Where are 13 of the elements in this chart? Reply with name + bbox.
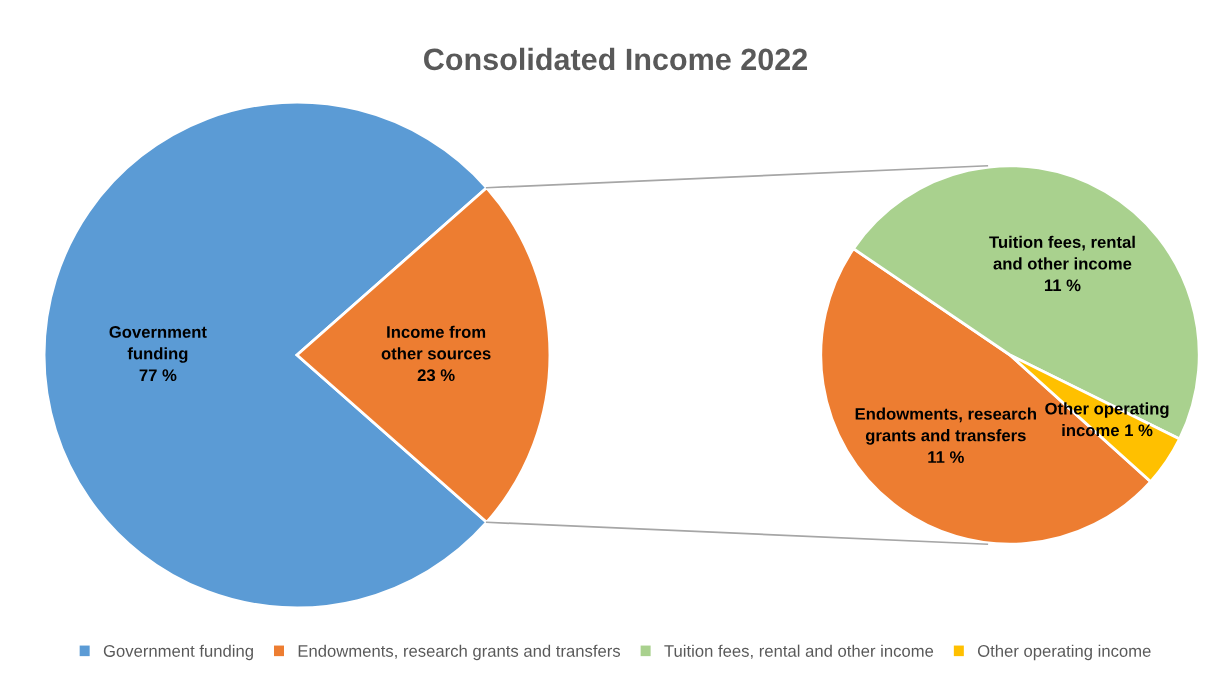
- text: Consolidated Income 2022: [424, 47, 808, 71]
- data-label: 23 %: [417, 369, 455, 382]
- slice-label: Tuition fees, rental and other income: [989, 235, 1135, 270]
- slice-label: Income from other sources: [381, 325, 491, 360]
- legend-label: Tuition fees, rental and other income: [664, 644, 934, 659]
- slice-label: Endowments, research grants and transfers: [855, 407, 1037, 445]
- data-label: 11 %: [1044, 279, 1081, 292]
- legend-label: Endowments, research grants and transfers: [298, 644, 621, 661]
- data-label: 77 %: [139, 369, 177, 382]
- data-label: 11 %: [928, 451, 964, 463]
- legend-label: Other operating income: [977, 644, 1151, 661]
- slice-label: Government funding: [109, 326, 207, 363]
- legend-label: Government funding: [103, 644, 253, 661]
